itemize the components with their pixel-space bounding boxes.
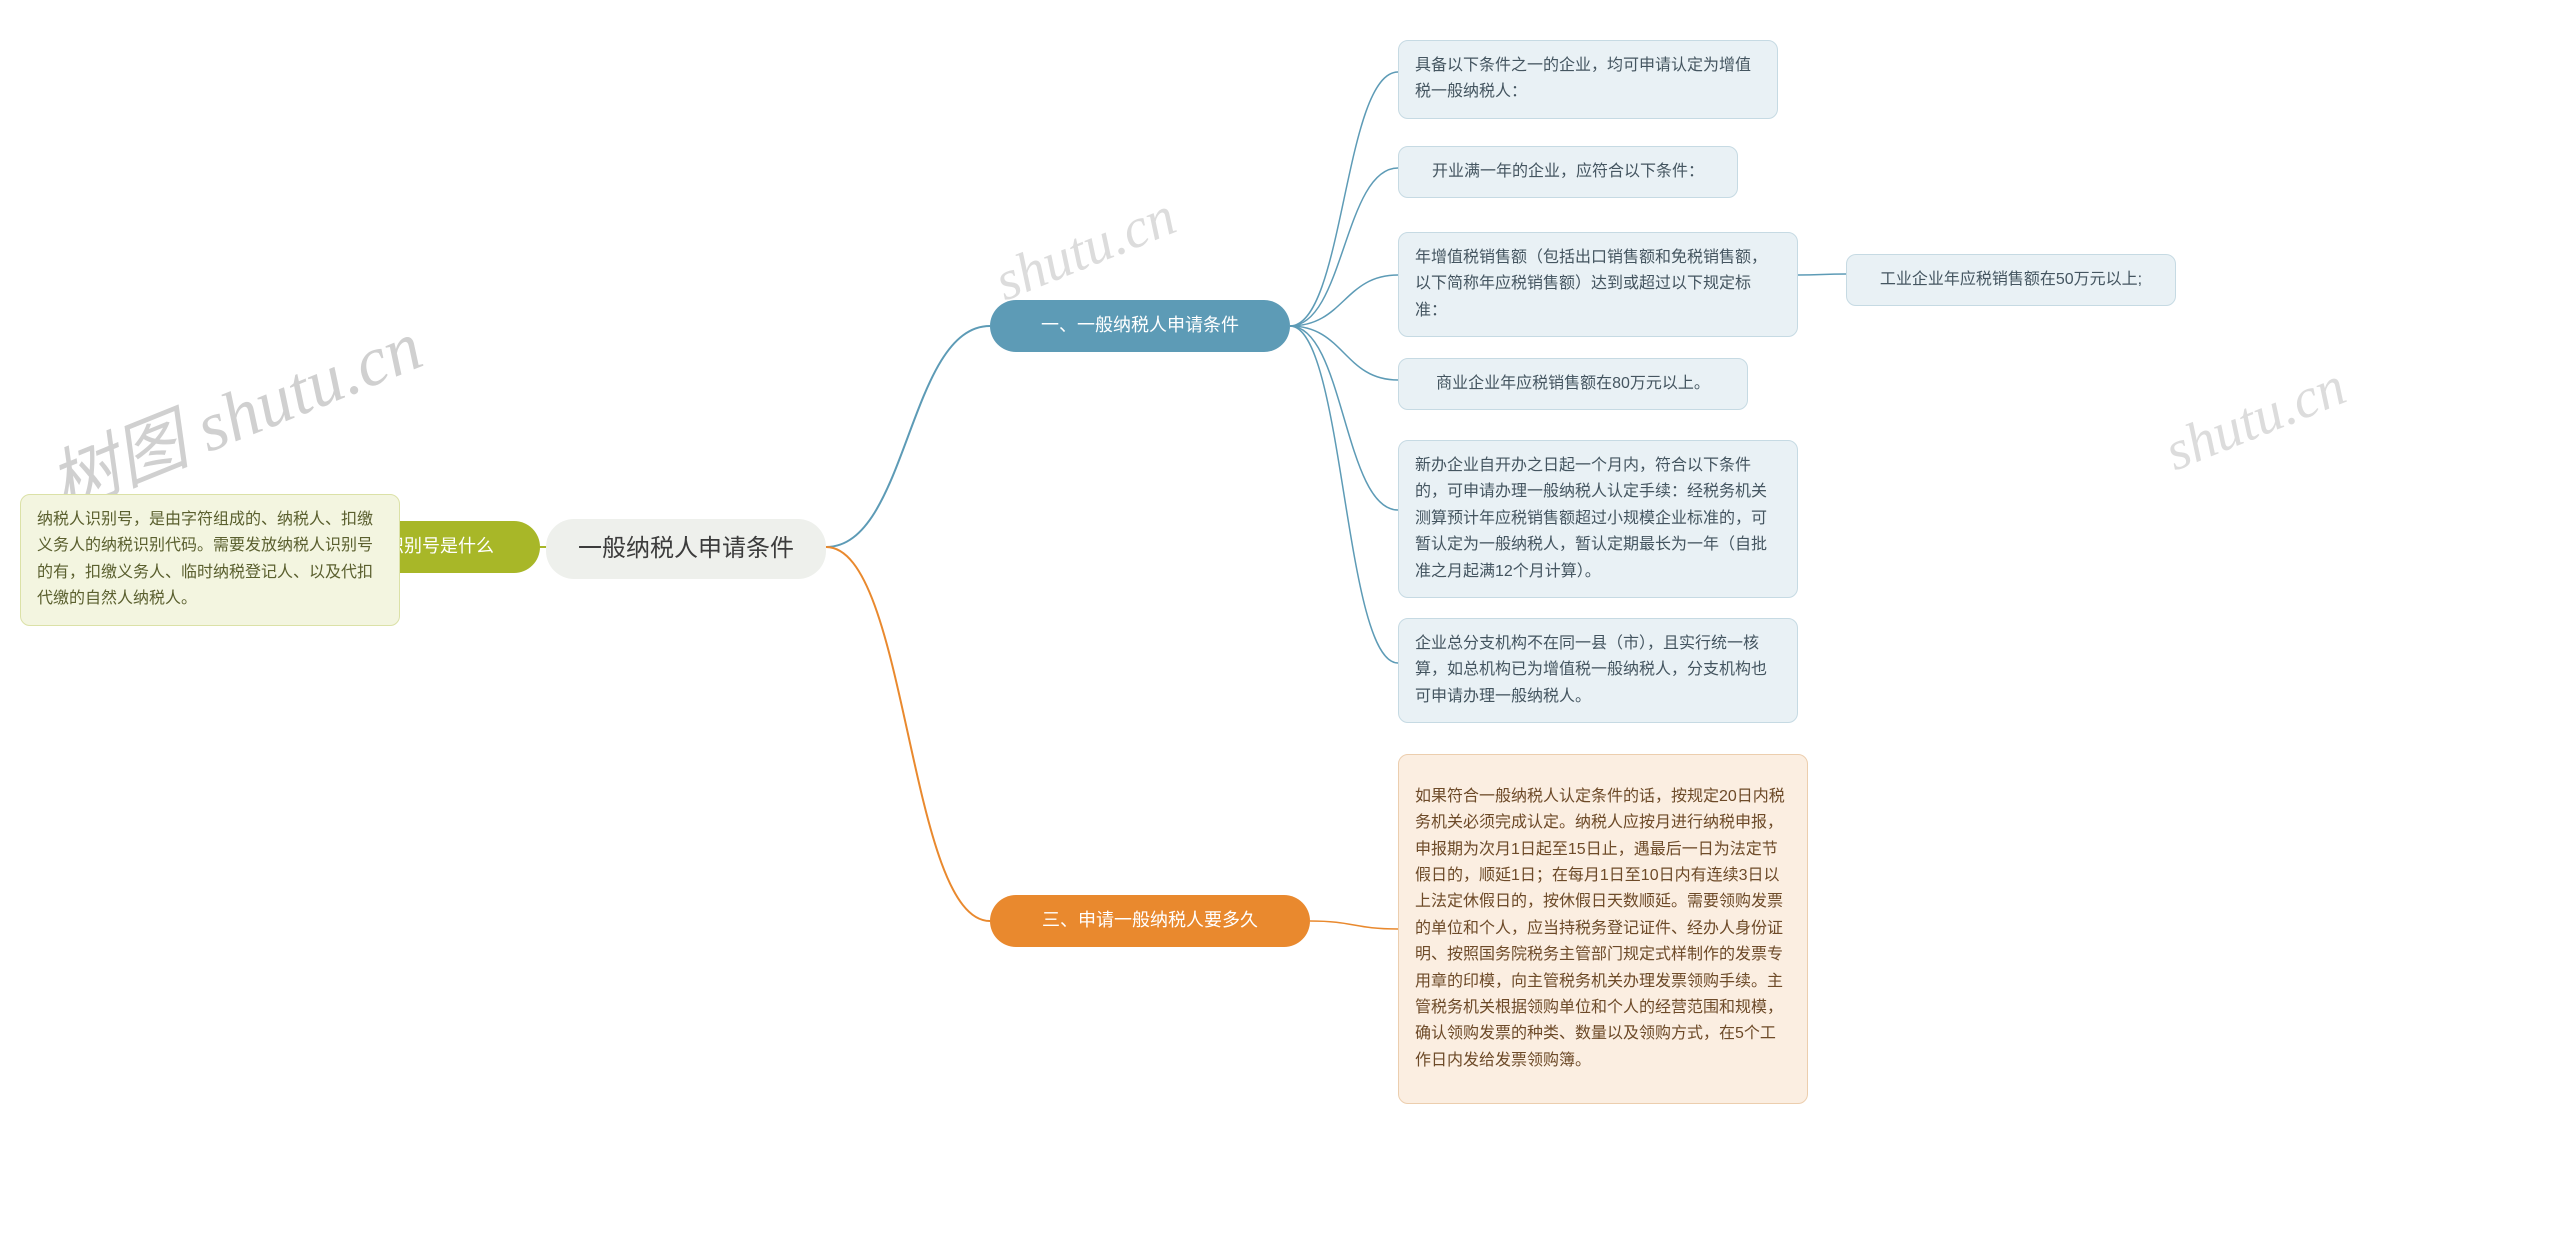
node-leaf-1e[interactable]: 新办企业自开办之日起一个月内，符合以下条件的，可申请办理一般纳税人认定手续：经税…	[1398, 440, 1798, 598]
edge	[1290, 275, 1398, 326]
node-leaf-2a[interactable]: 纳税人识别号，是由字符组成的、纳税人、扣缴义务人的纳税识别代码。需要发放纳税人识…	[20, 494, 400, 626]
edges-layer	[0, 0, 2560, 1259]
node-root[interactable]: 一般纳税人申请条件	[546, 519, 826, 579]
edge	[1290, 326, 1398, 510]
node-leaf-1c[interactable]: 年增值税销售额（包括出口销售额和免税销售额，以下简称年应税销售额）达到或超过以下…	[1398, 232, 1798, 337]
edge	[1310, 921, 1398, 929]
node-branch-3[interactable]: 三、申请一般纳税人要多久	[990, 895, 1310, 947]
edge	[1798, 274, 1846, 275]
node-leaf-1f[interactable]: 企业总分支机构不在同一县（市），且实行统一核算，如总机构已为增值税一般纳税人，分…	[1398, 618, 1798, 723]
mindmap-canvas: 树图 shutu.cn shutu.cn shutu.cn 一般纳税人申请条件 …	[0, 0, 2560, 1259]
node-branch-1[interactable]: 一、一般纳税人申请条件	[990, 300, 1290, 352]
node-leaf-1c-child[interactable]: 工业企业年应税销售额在50万元以上;	[1846, 254, 2176, 306]
edge	[1290, 326, 1398, 380]
edge	[1290, 72, 1398, 326]
edge	[826, 326, 990, 547]
edge	[826, 547, 990, 921]
edge	[1290, 326, 1398, 663]
edge	[1290, 168, 1398, 326]
watermark: shutu.cn	[986, 184, 1184, 314]
node-leaf-1b[interactable]: 开业满一年的企业，应符合以下条件：	[1398, 146, 1738, 198]
watermark: shutu.cn	[2156, 354, 2354, 484]
node-leaf-1d[interactable]: 商业企业年应税销售额在80万元以上。	[1398, 358, 1748, 410]
node-leaf-3a[interactable]: 如果符合一般纳税人认定条件的话，按规定20日内税务机关必须完成认定。纳税人应按月…	[1398, 754, 1808, 1104]
node-leaf-1a[interactable]: 具备以下条件之一的企业，均可申请认定为增值税一般纳税人：	[1398, 40, 1778, 119]
